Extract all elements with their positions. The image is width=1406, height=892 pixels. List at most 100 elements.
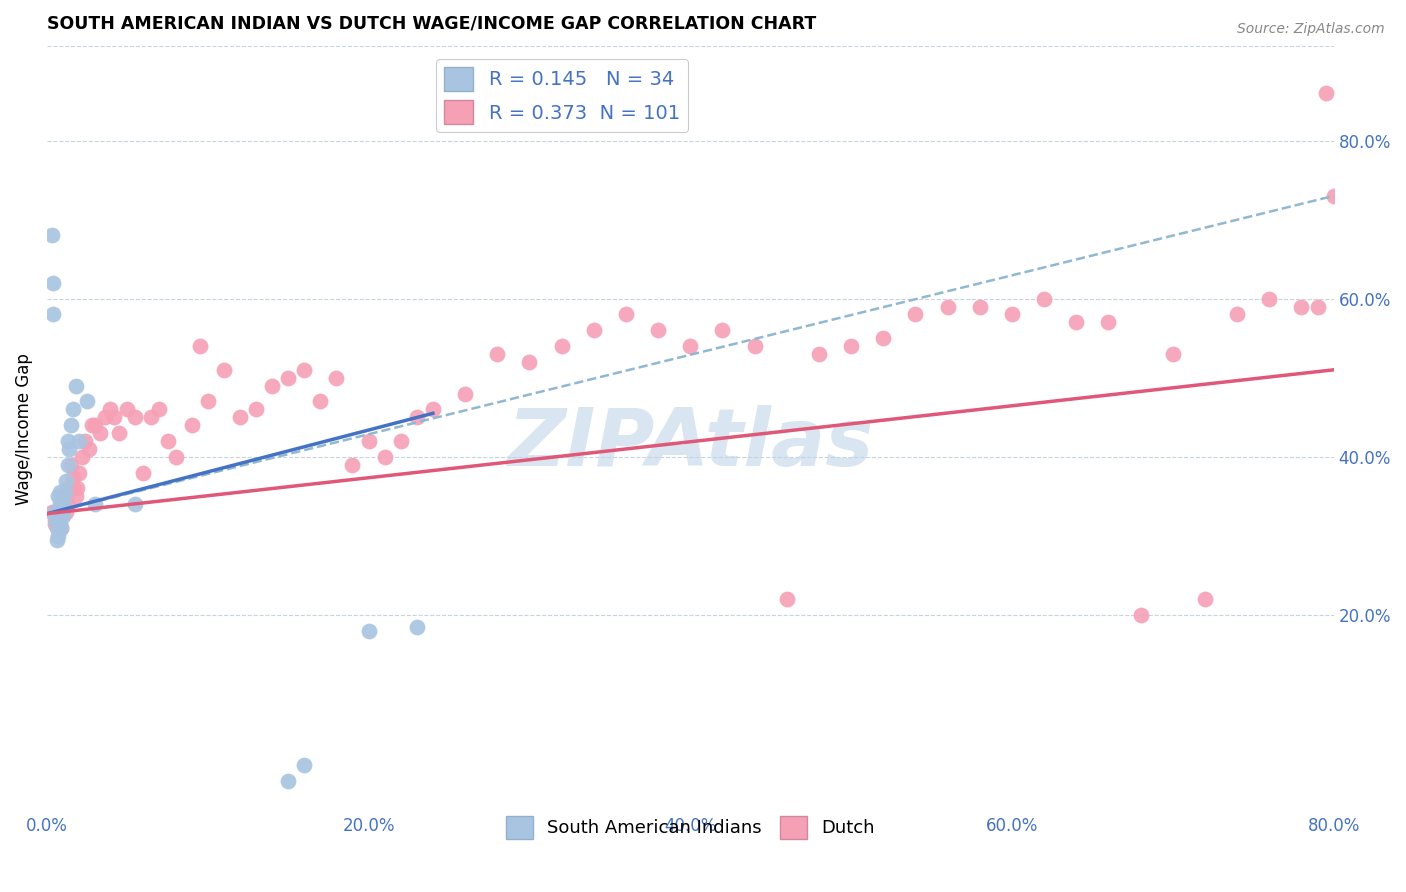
Point [679, 339, 702, 353]
Point [1097, 315, 1119, 329]
Point [1001, 308, 1024, 322]
Point [1129, 607, 1152, 622]
Point [67, 434, 90, 448]
Point [1226, 308, 1249, 322]
Point [80, 418, 103, 433]
Point [292, 363, 315, 377]
Point [60, 458, 83, 472]
Y-axis label: Wage/Income Gap: Wage/Income Gap [15, 353, 32, 505]
Point [52, 501, 75, 516]
Point [262, 378, 284, 392]
Point [422, 402, 444, 417]
Point [325, 370, 347, 384]
Text: Source: ZipAtlas.com: Source: ZipAtlas.com [1237, 22, 1385, 37]
Point [51, 521, 73, 535]
Text: ZIPAtlas: ZIPAtlas [508, 406, 873, 483]
Point [41, 505, 63, 519]
Point [45, 505, 67, 519]
Point [165, 450, 187, 464]
Point [454, 386, 477, 401]
Point [60, 418, 83, 433]
Point [647, 323, 669, 337]
Point [58, 442, 80, 456]
Point [357, 624, 380, 638]
Point [53, 485, 76, 500]
Point [52, 497, 75, 511]
Point [103, 410, 125, 425]
Point [1194, 592, 1216, 607]
Point [711, 323, 734, 337]
Point [49, 485, 72, 500]
Text: SOUTH AMERICAN INDIAN VS DUTCH WAGE/INCOME GAP CORRELATION CHART: SOUTH AMERICAN INDIAN VS DUTCH WAGE/INCO… [46, 15, 815, 33]
Point [41, 228, 63, 243]
Point [904, 308, 927, 322]
Point [94, 410, 117, 425]
Point [197, 394, 219, 409]
Point [84, 497, 107, 511]
Point [46, 529, 69, 543]
Point [52, 493, 75, 508]
Point [75, 434, 97, 448]
Point [42, 276, 65, 290]
Point [44, 513, 66, 527]
Point [45, 513, 67, 527]
Point [357, 434, 380, 448]
Point [84, 418, 107, 433]
Point [67, 466, 90, 480]
Point [156, 434, 179, 448]
Point [108, 426, 131, 441]
Point [1315, 86, 1337, 100]
Point [55, 505, 77, 519]
Point [405, 620, 427, 634]
Point [124, 497, 146, 511]
Point [65, 489, 87, 503]
Point [405, 410, 427, 425]
Point [550, 339, 572, 353]
Point [180, 418, 202, 433]
Point [45, 533, 67, 547]
Point [1161, 347, 1184, 361]
Point [46, 489, 69, 503]
Point [969, 300, 991, 314]
Point [55, 474, 77, 488]
Point [212, 363, 235, 377]
Point [277, 370, 299, 384]
Point [51, 521, 73, 535]
Point [614, 308, 637, 322]
Point [245, 402, 267, 417]
Point [141, 410, 163, 425]
Point [89, 426, 111, 441]
Point [292, 758, 315, 772]
Point [53, 489, 76, 503]
Point [49, 497, 72, 511]
Point [839, 339, 862, 353]
Point [486, 347, 509, 361]
Point [374, 450, 396, 464]
Point [229, 410, 252, 425]
Point [44, 505, 66, 519]
Point [389, 434, 412, 448]
Point [49, 505, 72, 519]
Point [77, 442, 100, 456]
Point [342, 458, 364, 472]
Point [66, 482, 89, 496]
Point [936, 300, 959, 314]
Point [1291, 300, 1313, 314]
Point [1033, 292, 1056, 306]
Point [277, 774, 299, 789]
Point [1323, 189, 1346, 203]
Point [49, 516, 72, 531]
Point [872, 331, 894, 345]
Point [56, 434, 79, 448]
Point [776, 592, 799, 607]
Point [56, 497, 79, 511]
Point [42, 308, 65, 322]
Point [63, 482, 86, 496]
Point [1258, 292, 1281, 306]
Point [124, 410, 146, 425]
Point [98, 402, 121, 417]
Point [582, 323, 605, 337]
Point [309, 394, 332, 409]
Point [188, 339, 211, 353]
Point [58, 482, 80, 496]
